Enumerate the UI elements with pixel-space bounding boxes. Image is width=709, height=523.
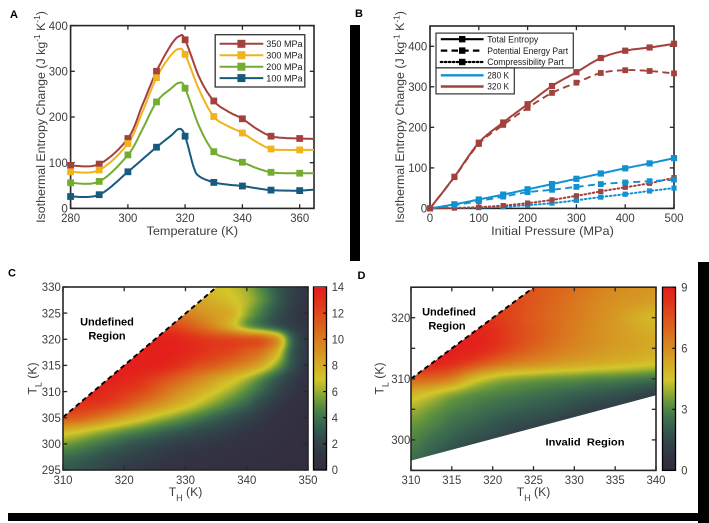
svg-text:310: 310 xyxy=(391,373,410,386)
svg-text:335: 335 xyxy=(606,474,625,487)
svg-text:315: 315 xyxy=(442,474,461,487)
svg-text:360: 360 xyxy=(290,212,309,225)
svg-text:330: 330 xyxy=(565,474,584,487)
svg-text:320: 320 xyxy=(391,312,410,325)
svg-text:Region: Region xyxy=(88,331,126,343)
svg-text:6: 6 xyxy=(681,343,687,356)
svg-text:320: 320 xyxy=(483,474,502,487)
svg-text:340: 340 xyxy=(647,474,666,487)
svg-text:Initial Pressure (MPa): Initial Pressure (MPa) xyxy=(491,224,614,238)
svg-text:310: 310 xyxy=(402,474,421,487)
svg-text:10: 10 xyxy=(332,334,345,347)
svg-text:9: 9 xyxy=(681,281,687,294)
svg-text:300: 300 xyxy=(391,434,410,447)
svg-text:300: 300 xyxy=(49,66,68,79)
svg-text:Compressibility Part: Compressibility Part xyxy=(487,57,564,67)
svg-text:8: 8 xyxy=(332,360,338,373)
svg-text:320: 320 xyxy=(115,474,134,487)
svg-text:320 K: 320 K xyxy=(487,82,509,92)
svg-text:0: 0 xyxy=(332,464,339,477)
svg-text:TH (K): TH (K) xyxy=(517,485,551,503)
svg-text:Region: Region xyxy=(428,321,466,333)
svg-text:TH (K): TH (K) xyxy=(169,485,203,503)
svg-text:400: 400 xyxy=(49,20,68,33)
svg-text:Undefined: Undefined xyxy=(80,317,134,329)
svg-text:200: 200 xyxy=(408,122,427,135)
svg-text:330: 330 xyxy=(176,474,195,487)
svg-text:340: 340 xyxy=(233,212,252,225)
svg-text:200: 200 xyxy=(518,212,537,225)
svg-text:3: 3 xyxy=(681,404,687,417)
svg-text:4: 4 xyxy=(332,412,339,425)
svg-text:Isothermal Entropy Change (J k: Isothermal Entropy Change (J kg-1 K-1) xyxy=(392,11,408,223)
svg-text:300: 300 xyxy=(567,212,586,225)
svg-text:280: 280 xyxy=(61,212,80,225)
svg-text:300: 300 xyxy=(408,81,427,94)
svg-text:315: 315 xyxy=(42,360,61,373)
svg-text:320: 320 xyxy=(176,212,195,225)
svg-text:B: B xyxy=(355,8,363,20)
svg-text:310: 310 xyxy=(54,474,73,487)
svg-text:500: 500 xyxy=(665,212,684,225)
svg-text:400: 400 xyxy=(616,212,635,225)
svg-text:100: 100 xyxy=(49,157,68,170)
svg-text:14: 14 xyxy=(332,281,345,294)
svg-text:TL (K): TL (K) xyxy=(26,362,44,394)
svg-text:A: A xyxy=(10,9,18,21)
svg-text:C: C xyxy=(8,268,16,280)
svg-text:295: 295 xyxy=(42,464,61,477)
svg-text:300: 300 xyxy=(42,438,61,451)
svg-text:325: 325 xyxy=(42,307,61,320)
svg-text:300 MPa: 300 MPa xyxy=(266,50,302,60)
svg-text:0: 0 xyxy=(421,203,428,216)
svg-text:2: 2 xyxy=(332,438,338,451)
svg-text:280 K: 280 K xyxy=(487,71,509,81)
svg-text:350 MPa: 350 MPa xyxy=(266,39,302,49)
svg-text:D: D xyxy=(358,270,366,282)
svg-text:100: 100 xyxy=(469,212,488,225)
svg-text:Isothermal Entropy Change (J k: Isothermal Entropy Change (J kg-1 K-1) xyxy=(32,11,48,223)
svg-text:300: 300 xyxy=(118,212,137,225)
svg-text:310: 310 xyxy=(42,386,61,399)
svg-text:TL (K): TL (K) xyxy=(373,362,391,394)
svg-text:325: 325 xyxy=(524,474,543,487)
svg-text:400: 400 xyxy=(408,41,427,54)
svg-text:Invalid Region: Invalid Region xyxy=(546,437,625,449)
svg-text:Total Entropy: Total Entropy xyxy=(487,34,538,44)
svg-text:12: 12 xyxy=(332,307,344,320)
svg-text:200 MPa: 200 MPa xyxy=(266,62,302,72)
svg-text:340: 340 xyxy=(237,474,256,487)
svg-text:0: 0 xyxy=(427,212,434,225)
svg-text:Potential Energy Part: Potential Energy Part xyxy=(487,46,568,56)
svg-text:305: 305 xyxy=(42,412,61,425)
svg-text:100 MPa: 100 MPa xyxy=(266,73,302,83)
svg-text:Undefined: Undefined xyxy=(422,307,476,319)
svg-text:200: 200 xyxy=(49,111,68,124)
svg-text:0: 0 xyxy=(681,465,688,478)
svg-text:330: 330 xyxy=(42,281,61,294)
svg-text:6: 6 xyxy=(332,386,338,399)
svg-text:320: 320 xyxy=(42,334,61,347)
svg-text:0: 0 xyxy=(61,203,68,216)
svg-text:350: 350 xyxy=(299,474,318,487)
svg-text:100: 100 xyxy=(408,162,427,175)
svg-text:Temperature (K): Temperature (K) xyxy=(147,224,239,238)
